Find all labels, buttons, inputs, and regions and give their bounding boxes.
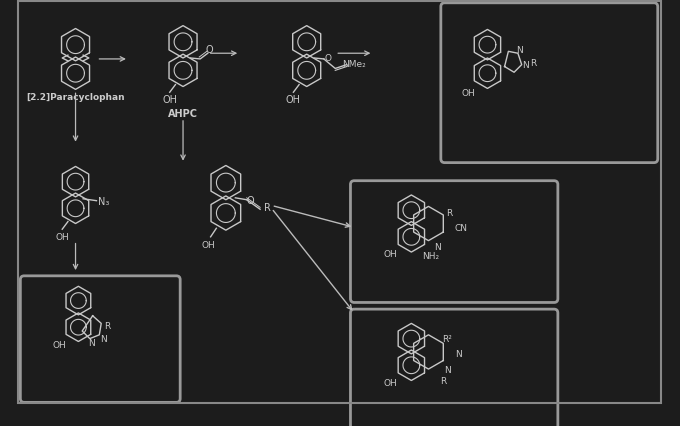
Text: OH: OH bbox=[462, 89, 475, 98]
Text: O: O bbox=[247, 195, 254, 205]
Text: OH: OH bbox=[202, 240, 216, 249]
Text: N: N bbox=[522, 61, 529, 70]
Text: AHPC: AHPC bbox=[168, 109, 198, 119]
Text: O: O bbox=[206, 45, 214, 55]
Text: NH₂: NH₂ bbox=[422, 252, 439, 261]
Text: NMe₂: NMe₂ bbox=[343, 60, 366, 69]
Text: N₃: N₃ bbox=[99, 196, 109, 206]
Text: CN: CN bbox=[454, 223, 467, 232]
Text: R: R bbox=[530, 59, 537, 68]
Text: R: R bbox=[265, 203, 271, 213]
Text: R: R bbox=[104, 321, 110, 330]
Text: OH: OH bbox=[55, 233, 69, 242]
Text: N: N bbox=[444, 365, 451, 374]
Text: N: N bbox=[516, 46, 523, 55]
Text: [2.2]Paracyclophan: [2.2]Paracyclophan bbox=[27, 93, 125, 102]
Text: OH: OH bbox=[384, 250, 397, 259]
Text: O: O bbox=[324, 53, 331, 62]
Text: N: N bbox=[100, 334, 107, 343]
Text: N: N bbox=[435, 242, 441, 251]
Text: R: R bbox=[441, 376, 447, 385]
Text: N: N bbox=[88, 338, 95, 347]
Text: R: R bbox=[446, 208, 452, 217]
Text: OH: OH bbox=[384, 378, 397, 387]
Text: N: N bbox=[456, 349, 462, 359]
Text: OH: OH bbox=[286, 95, 301, 105]
Text: OH: OH bbox=[163, 95, 177, 105]
Text: R²: R² bbox=[443, 334, 452, 343]
Text: OH: OH bbox=[52, 340, 66, 349]
